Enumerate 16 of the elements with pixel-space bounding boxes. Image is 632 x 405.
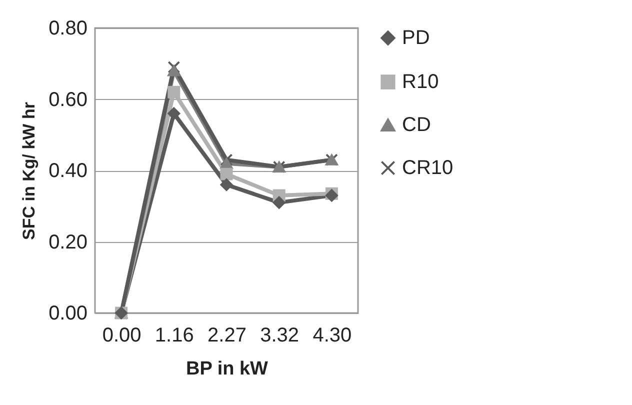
x-axis-title: BP in kW [186, 358, 268, 380]
y-tick-label: 0.00 [48, 302, 88, 324]
legend-label: R10 [402, 71, 439, 93]
x-tick-label: 2.27 [208, 324, 246, 346]
x-tick-label: 1.16 [154, 324, 194, 346]
y-tick-label: 0.80 [48, 18, 88, 40]
y-tick-label: 0.40 [48, 160, 88, 182]
x-tick-label: 4.30 [312, 324, 352, 346]
legend-label: PD [402, 27, 430, 49]
y-tick-label: 0.60 [48, 88, 88, 111]
legend-label: CR10 [402, 157, 454, 179]
y-axis-title: SFC in Kg/ kW hr [20, 102, 39, 240]
x-tick-label: 0.00 [102, 324, 142, 346]
y-tick-label: 0.20 [48, 231, 88, 254]
legend-label: CD [402, 114, 431, 136]
x-tick-label: 3.32 [260, 324, 300, 346]
